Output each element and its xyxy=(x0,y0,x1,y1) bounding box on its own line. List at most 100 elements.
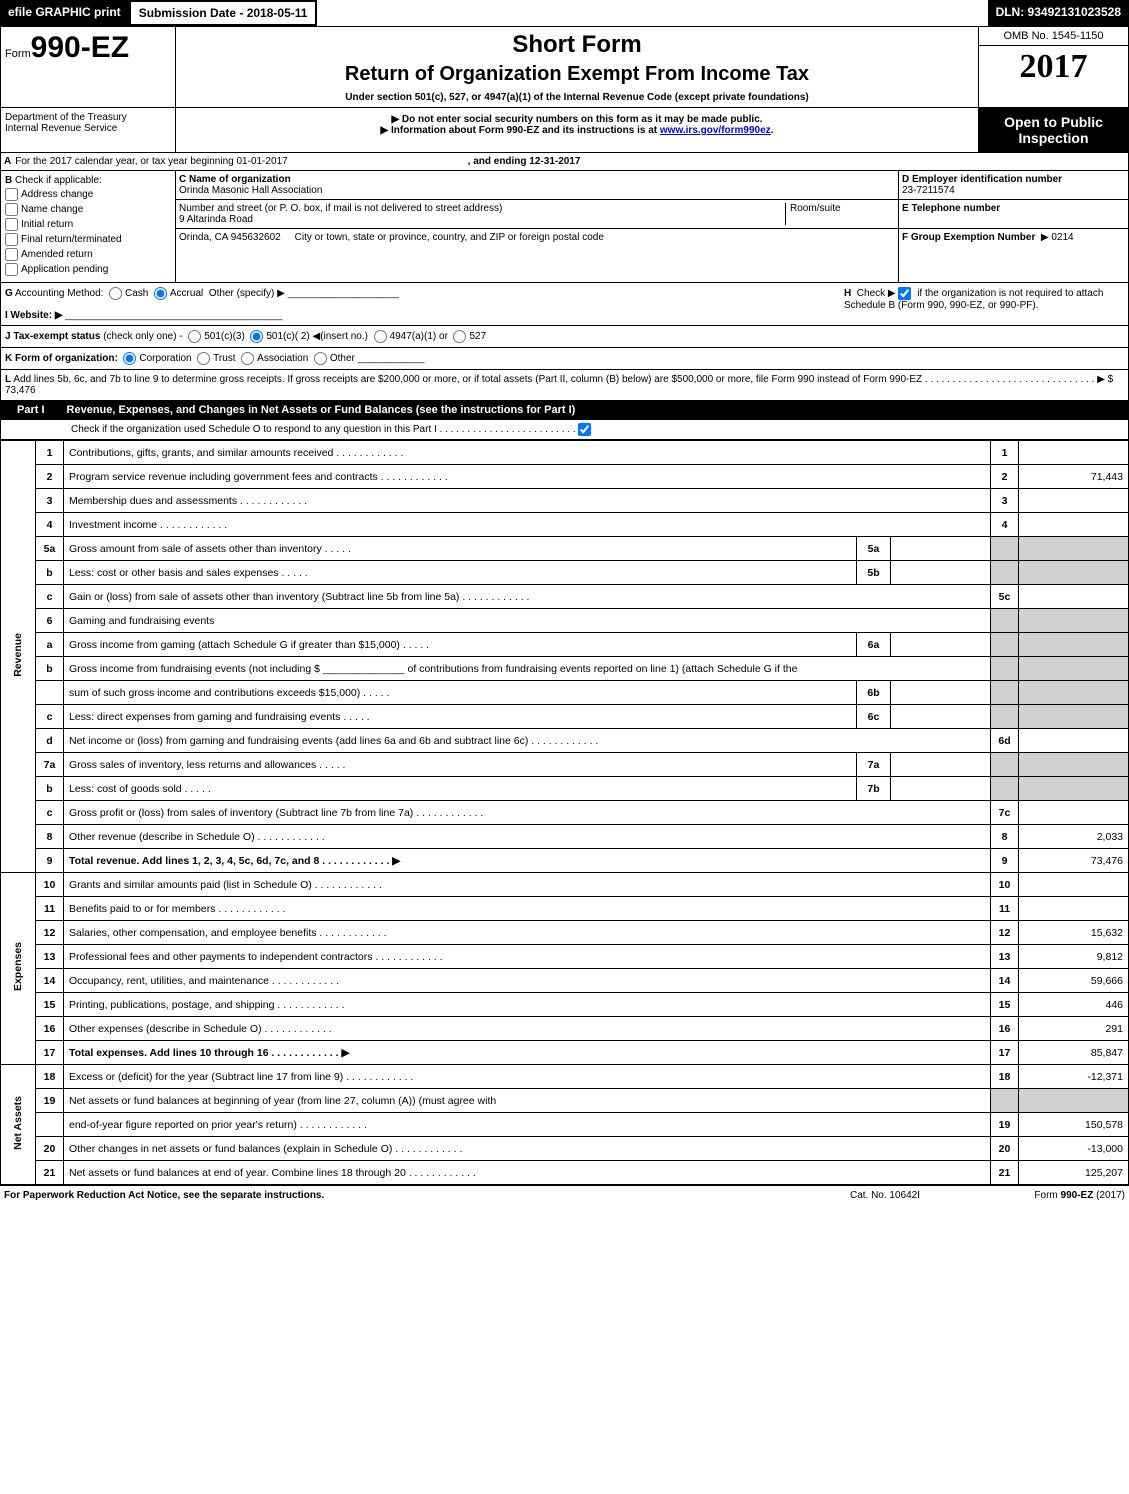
line-num-col xyxy=(991,681,1019,705)
table-row: 4Investment income . . . . . . . . . . .… xyxy=(1,513,1129,537)
part1-title: Revenue, Expenses, and Changes in Net As… xyxy=(67,404,576,416)
line-e-label: E Telephone number xyxy=(902,203,1000,214)
line-num-col: 6d xyxy=(991,729,1019,753)
irs-link[interactable]: www.irs.gov/form990ez xyxy=(660,125,771,136)
radio-501c[interactable] xyxy=(250,330,263,343)
line-text: Less: direct expenses from gaming and fu… xyxy=(64,705,857,729)
line-number: 7a xyxy=(36,753,64,777)
table-row: 12Salaries, other compensation, and empl… xyxy=(1,921,1129,945)
line-number: c xyxy=(36,801,64,825)
table-row: bGross income from fundraising events (n… xyxy=(1,657,1129,681)
inner-value xyxy=(891,681,991,705)
line-h-label: H xyxy=(844,288,851,299)
line-num-col xyxy=(991,753,1019,777)
line-text: Program service revenue including govern… xyxy=(64,465,991,489)
value-cell xyxy=(1019,561,1129,585)
line-text: Gross sales of inventory, less returns a… xyxy=(64,753,857,777)
line-text: sum of such gross income and contributio… xyxy=(64,681,857,705)
year-box: OMB No. 1545-1150 2017 xyxy=(978,27,1128,107)
line-text: Other expenses (describe in Schedule O) … xyxy=(64,1017,991,1041)
line-text: Gross income from fundraising events (no… xyxy=(64,657,991,681)
line-text: Net assets or fund balances at beginning… xyxy=(64,1089,991,1113)
line-a: A For the 2017 calendar year, or tax yea… xyxy=(0,153,1129,171)
submission-date: Submission Date - 2018-05-11 xyxy=(129,0,318,26)
line-c-label: C Name of organization xyxy=(179,174,291,185)
instr-line2-post: . xyxy=(771,125,774,136)
table-row: cGross profit or (loss) from sales of in… xyxy=(1,801,1129,825)
table-row: bLess: cost or other basis and sales exp… xyxy=(1,561,1129,585)
inner-line-number: 7b xyxy=(857,777,891,801)
value-cell: 446 xyxy=(1019,993,1129,1017)
col-c: C Name of organization Orinda Masonic Ha… xyxy=(176,171,898,282)
line-num-col: 10 xyxy=(991,873,1019,897)
open-box: Open to Public Inspection xyxy=(978,108,1128,152)
table-row: 6Gaming and fundraising events xyxy=(1,609,1129,633)
open-to-public: Open to Public Inspection xyxy=(979,108,1128,152)
table-row: 14Occupancy, rent, utilities, and mainte… xyxy=(1,969,1129,993)
line-l-label: L xyxy=(5,374,11,385)
radio-4947[interactable] xyxy=(374,330,387,343)
line-number: 5a xyxy=(36,537,64,561)
line-j-label: J Tax-exempt status xyxy=(5,331,100,342)
check-initial-return[interactable]: Initial return xyxy=(5,218,171,231)
table-row: 11Benefits paid to or for members . . . … xyxy=(1,897,1129,921)
section-label: Expenses xyxy=(1,873,36,1065)
col-h: H Check ▶ if the organization is not req… xyxy=(844,287,1124,321)
section-label: Net Assets xyxy=(1,1065,36,1185)
line-text: Gross income from gaming (attach Schedul… xyxy=(64,633,857,657)
check-sched-b[interactable] xyxy=(898,287,911,300)
radio-accrual[interactable] xyxy=(154,287,167,300)
radio-trust[interactable] xyxy=(197,352,210,365)
line-num-col: 19 xyxy=(991,1113,1019,1137)
line-text: Investment income . . . . . . . . . . . … xyxy=(64,513,991,537)
line-text: Other changes in net assets or fund bala… xyxy=(64,1137,991,1161)
line-number: 8 xyxy=(36,825,64,849)
value-cell xyxy=(1019,441,1129,465)
radio-other-org[interactable] xyxy=(314,352,327,365)
line-text: Grants and similar amounts paid (list in… xyxy=(64,873,991,897)
line-number: d xyxy=(36,729,64,753)
form-title: Return of Organization Exempt From Incom… xyxy=(180,63,974,86)
line-text: Net income or (loss) from gaming and fun… xyxy=(64,729,991,753)
inner-value xyxy=(891,705,991,729)
check-amended-return[interactable]: Amended return xyxy=(5,248,171,261)
value-cell: 291 xyxy=(1019,1017,1129,1041)
check-final-return[interactable]: Final return/terminated xyxy=(5,233,171,246)
line-number: 18 xyxy=(36,1065,64,1089)
check-application-pending[interactable]: Application pending xyxy=(5,263,171,276)
instr-line2-pre: ▶ Information about Form 990-EZ and its … xyxy=(381,125,660,136)
radio-501c3[interactable] xyxy=(188,330,201,343)
table-row: 7aGross sales of inventory, less returns… xyxy=(1,753,1129,777)
line-number: b xyxy=(36,561,64,585)
line-num-col xyxy=(991,561,1019,585)
col-b: B Check if applicable: Address change Na… xyxy=(1,171,176,282)
check-schedule-o[interactable] xyxy=(578,423,591,436)
line-text: Other revenue (describe in Schedule O) .… xyxy=(64,825,991,849)
line-number: 14 xyxy=(36,969,64,993)
form-prefix: Form xyxy=(5,48,31,60)
radio-corporation[interactable] xyxy=(123,352,136,365)
table-row: 15Printing, publications, postage, and s… xyxy=(1,993,1129,1017)
value-cell xyxy=(1019,513,1129,537)
value-cell: 150,578 xyxy=(1019,1113,1129,1137)
line-number: 12 xyxy=(36,921,64,945)
value-cell xyxy=(1019,705,1129,729)
check-address-change[interactable]: Address change xyxy=(5,188,171,201)
table-row: Revenue1Contributions, gifts, grants, an… xyxy=(1,441,1129,465)
value-cell xyxy=(1019,873,1129,897)
check-name-change[interactable]: Name change xyxy=(5,203,171,216)
city-val: Orinda, CA 945632602 xyxy=(179,232,281,243)
line-num-col: 13 xyxy=(991,945,1019,969)
line-j: J Tax-exempt status (check only one) - 5… xyxy=(0,326,1129,348)
part1-note: Check if the organization used Schedule … xyxy=(71,424,437,435)
line-num-col: 20 xyxy=(991,1137,1019,1161)
line-number: 6 xyxy=(36,609,64,633)
line-b-text: Check if applicable: xyxy=(15,175,102,186)
radio-cash[interactable] xyxy=(109,287,122,300)
line-text: Less: cost of goods sold . . . . . xyxy=(64,777,857,801)
radio-association[interactable] xyxy=(241,352,254,365)
line-number: 21 xyxy=(36,1161,64,1185)
line-num-col: 4 xyxy=(991,513,1019,537)
radio-527[interactable] xyxy=(453,330,466,343)
line-num-col: 2 xyxy=(991,465,1019,489)
